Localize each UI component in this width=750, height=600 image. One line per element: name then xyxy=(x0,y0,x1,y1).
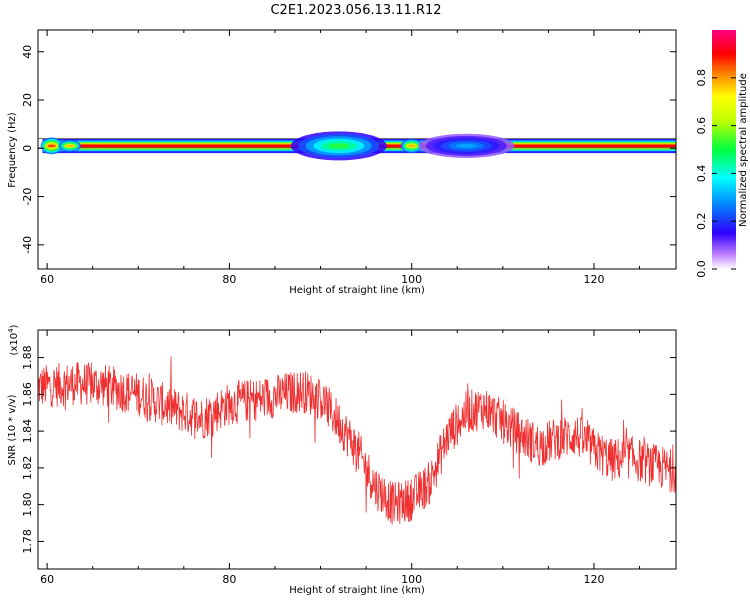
snr-y-multiplier: (x104) xyxy=(7,324,20,355)
snr-y-axis-label: SNR (10 * v/v) xyxy=(7,394,18,465)
colorbar-tick-label: 0.8 xyxy=(695,69,708,87)
spectrogram-y-tick-label: 20 xyxy=(21,93,34,107)
snr-x-tick-label: 120 xyxy=(583,573,604,586)
spectrogram-y-tick-label: 0 xyxy=(21,145,34,152)
spectrogram-plot-frame xyxy=(37,29,677,270)
spectrogram-y-tick-label: -20 xyxy=(21,188,34,206)
colorbar-tick-label: 0.6 xyxy=(695,117,708,135)
snr-y-tick-label: 1.84 xyxy=(21,419,34,444)
spectrogram-y-axis-label: Frequency (Hz) xyxy=(7,112,18,188)
snr-x-tick-label: 60 xyxy=(40,573,54,586)
spectrogram-x-tick-label: 120 xyxy=(583,273,604,286)
snr-plot-frame xyxy=(37,329,677,570)
snr-y-tick-label: 1.88 xyxy=(21,345,34,370)
snr-y-tick-label: 1.82 xyxy=(21,456,34,481)
spectrogram-feature xyxy=(407,144,417,148)
spectrogram-x-tick-label: 60 xyxy=(40,273,54,286)
spectrogram-feature xyxy=(455,143,477,148)
colorbar: 0.0 0.2 0.4 0.6 0.8 Normalized spectral ampl… xyxy=(695,30,749,278)
colorbar-tick-label: 0.0 xyxy=(695,260,708,278)
spectrogram-panel: 60 80 100 120 40 20 0 -20 -40 Height of straight… xyxy=(7,29,677,296)
spectrogram-feature xyxy=(47,144,57,148)
snr-y-tick-label: 1.78 xyxy=(21,529,34,554)
snr-y-multiplier-close: ) xyxy=(9,324,20,328)
spectrogram-y-tick-label: -40 xyxy=(21,236,34,254)
snr-x-tick-label: 100 xyxy=(401,573,422,586)
spectrogram-feature xyxy=(65,144,75,147)
chart-title: C2E1.2023.056.13.11.R12 xyxy=(270,3,441,18)
snr-y-tick-label: 1.86 xyxy=(21,382,34,407)
spectrogram-x-tick-label: 80 xyxy=(222,273,236,286)
colorbar-gradient xyxy=(712,30,736,269)
snr-y-tick-label: 1.80 xyxy=(21,492,34,516)
spectrogram-x-axis-label: Height of straight line (km) xyxy=(289,285,425,296)
spectrogram-feature xyxy=(328,143,350,149)
snr-x-tick-label: 80 xyxy=(222,573,236,586)
snr-panel: 60 80 100 120 1.78 1.80 1.82 1.84 1.86 1.88 Heigh… xyxy=(7,324,677,596)
colorbar-ticks: 0.0 0.2 0.4 0.6 0.8 xyxy=(695,69,736,278)
colorbar-tick-label: 0.4 xyxy=(695,165,708,183)
spectrogram-heatmap xyxy=(38,131,676,161)
spectrogram-x-tick-label: 100 xyxy=(401,273,422,286)
snr-ticks: 60 80 100 120 1.78 1.80 1.82 1.84 1.86 1.88 xyxy=(21,330,676,586)
snr-series-line xyxy=(38,356,676,525)
colorbar-label: Normalized spectral amplitude xyxy=(738,73,749,227)
snr-x-axis-label: Height of straight line (km) xyxy=(289,585,425,596)
spectrogram-ticks: 60 80 100 120 40 20 0 -20 -40 xyxy=(21,30,676,286)
snr-y-multiplier-exponent: 4 xyxy=(7,328,15,333)
spectrogram-y-tick-label: 40 xyxy=(21,45,34,59)
colorbar-tick-label: 0.2 xyxy=(695,212,708,230)
snr-y-multiplier-base: (x10 xyxy=(9,333,20,356)
